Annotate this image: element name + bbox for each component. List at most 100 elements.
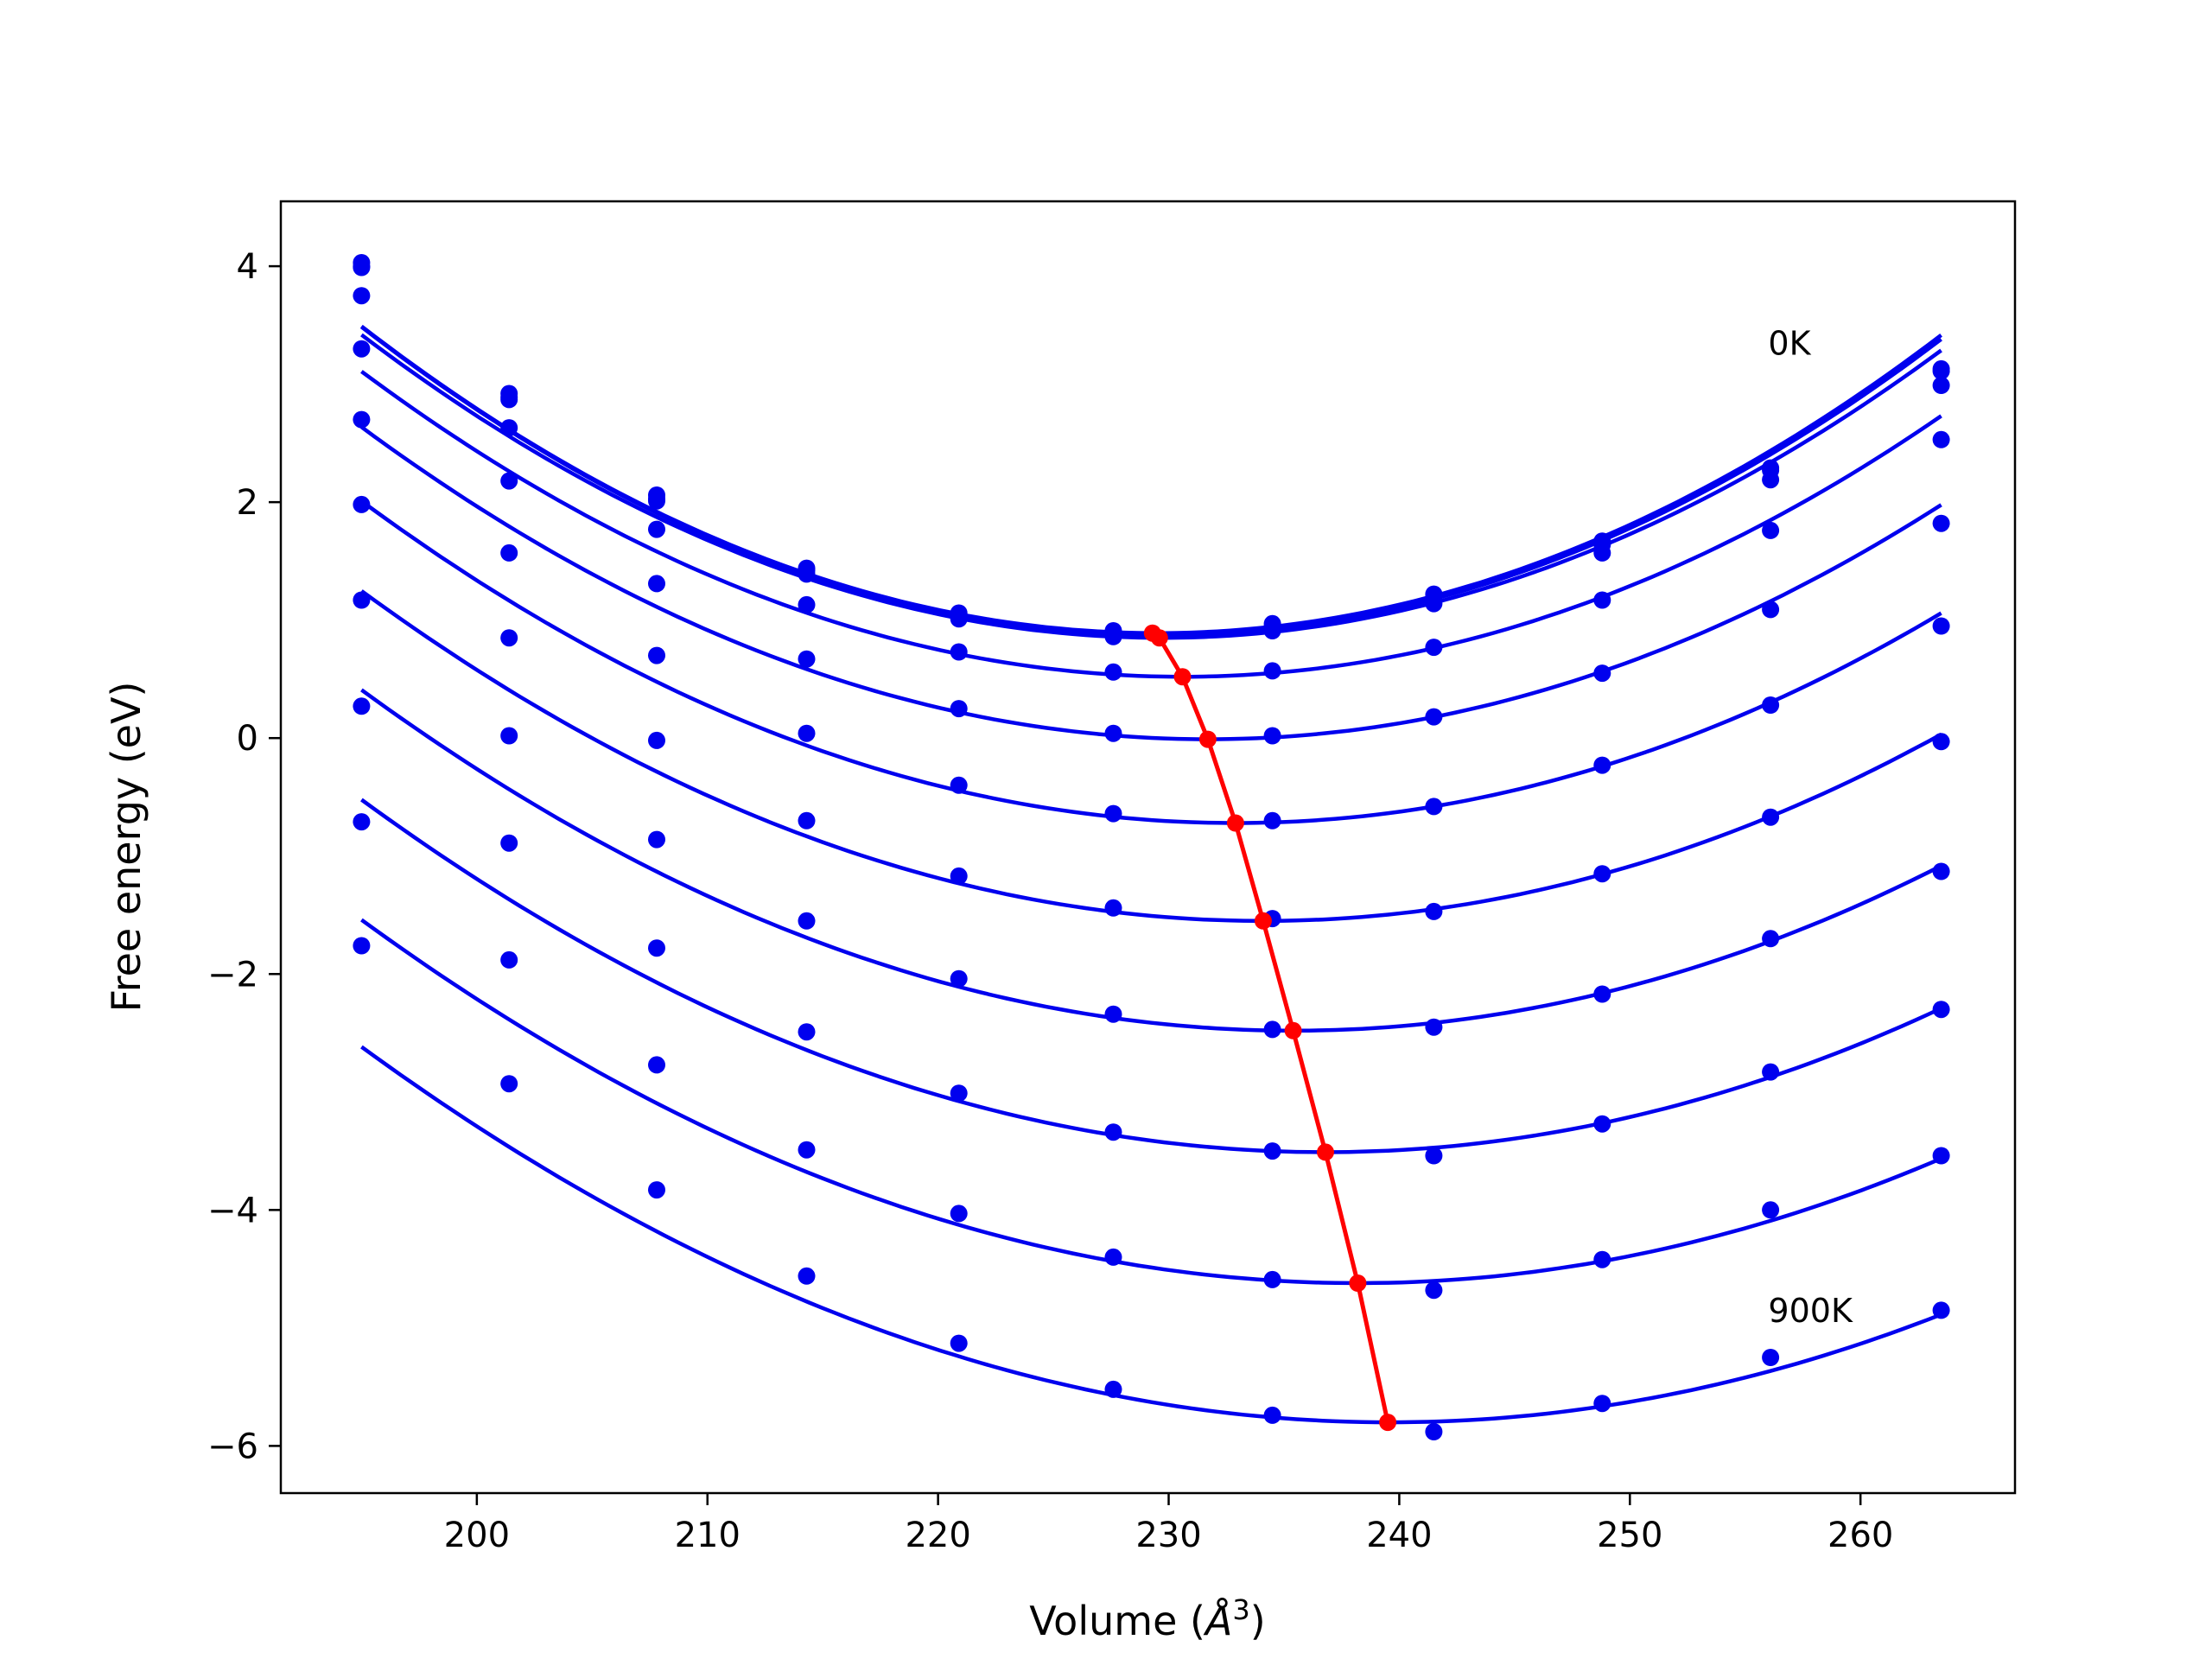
minimum-point xyxy=(1349,1274,1367,1292)
fit-curve-5 xyxy=(360,499,1942,825)
data-point xyxy=(1593,543,1611,562)
data-point xyxy=(1425,1281,1443,1300)
y-tick-label: 2 xyxy=(237,483,258,523)
y-tick-label: −6 xyxy=(207,1427,258,1466)
data-point xyxy=(1425,1423,1443,1440)
data-point xyxy=(353,258,371,276)
data-point xyxy=(648,520,665,538)
plot-frame xyxy=(279,200,2017,1495)
data-point xyxy=(500,629,518,647)
y-tick-label: −4 xyxy=(207,1191,258,1230)
data-point xyxy=(648,1056,665,1074)
data-point xyxy=(798,565,816,583)
data-point xyxy=(1425,1018,1443,1036)
data-point xyxy=(353,287,371,305)
temperature-annotation: 900K xyxy=(1768,1292,1853,1330)
data-point xyxy=(1263,1020,1281,1039)
curves-layer xyxy=(360,324,1942,1425)
data-point xyxy=(1593,664,1611,683)
data-point xyxy=(1762,471,1780,489)
data-point xyxy=(1593,1250,1611,1268)
data-point xyxy=(1932,514,1950,532)
y-axis-label: Free energy (eV) xyxy=(103,682,149,1013)
minimum-point xyxy=(1226,814,1244,832)
data-point xyxy=(1104,1123,1122,1141)
data-point xyxy=(950,776,968,794)
data-point xyxy=(1104,1380,1122,1398)
fit-curve-9 xyxy=(360,918,1942,1286)
y-tick-label: −2 xyxy=(207,955,258,995)
x-tick-label: 200 xyxy=(444,1516,510,1555)
data-point xyxy=(1104,724,1122,742)
data-point xyxy=(1263,1270,1281,1288)
x-tick-label: 230 xyxy=(1135,1516,1201,1555)
data-point xyxy=(1263,662,1281,680)
minimum-point xyxy=(1173,668,1192,686)
minima-layer xyxy=(1143,624,1397,1432)
data-point xyxy=(353,340,371,358)
fit-curve-8 xyxy=(360,798,1942,1154)
data-point xyxy=(500,950,518,969)
temperature-annotation: 0K xyxy=(1768,324,1811,362)
x-tick-label: 260 xyxy=(1827,1516,1893,1555)
data-point xyxy=(1593,756,1611,774)
data-point xyxy=(500,543,518,562)
data-point xyxy=(1263,1406,1281,1424)
data-point xyxy=(500,472,518,490)
data-point xyxy=(1932,1001,1950,1019)
data-point xyxy=(1762,1063,1780,1081)
data-point xyxy=(500,834,518,852)
x-axis-ticks: 200 210 220 230 240 250 260 xyxy=(444,1493,1893,1555)
data-point xyxy=(1263,727,1281,745)
data-point xyxy=(353,697,371,715)
data-point xyxy=(500,1075,518,1093)
data-point xyxy=(1932,362,1950,380)
data-point xyxy=(648,492,665,510)
data-point xyxy=(950,969,968,988)
minimum-point xyxy=(1284,1021,1302,1039)
x-tick-label: 220 xyxy=(905,1516,970,1555)
data-point xyxy=(950,1084,968,1103)
data-point xyxy=(798,724,816,742)
fit-curve-3 xyxy=(360,370,1942,679)
data-point xyxy=(1932,862,1950,880)
data-point xyxy=(1932,733,1950,751)
data-point xyxy=(950,643,968,661)
data-point xyxy=(1762,1201,1780,1219)
data-point xyxy=(500,419,518,437)
data-point xyxy=(353,591,371,609)
data-point xyxy=(1425,798,1443,816)
data-point xyxy=(798,912,816,930)
data-point xyxy=(1762,930,1780,948)
annotations-layer: 0K 900K xyxy=(1768,324,1853,1330)
data-point xyxy=(950,1205,968,1223)
data-point xyxy=(1425,639,1443,657)
data-point xyxy=(950,700,968,718)
fit-curve-4 xyxy=(360,425,1942,741)
data-point xyxy=(1263,811,1281,830)
y-tick-label: 0 xyxy=(237,719,258,759)
data-point xyxy=(1425,708,1443,726)
data-point xyxy=(648,939,665,957)
data-point xyxy=(353,410,371,429)
data-point xyxy=(950,1334,968,1352)
x-tick-label: 250 xyxy=(1597,1516,1662,1555)
data-point xyxy=(1104,1005,1122,1023)
data-point xyxy=(1425,1147,1443,1165)
data-point xyxy=(1593,1395,1611,1413)
data-point xyxy=(1104,804,1122,823)
data-point xyxy=(798,811,816,830)
data-point xyxy=(798,1267,816,1285)
data-point xyxy=(1762,1349,1780,1366)
data-point xyxy=(1593,1115,1611,1133)
minimum-line xyxy=(1151,631,1390,1423)
data-point xyxy=(1762,601,1780,619)
data-point xyxy=(1263,622,1281,639)
data-point xyxy=(1762,521,1780,539)
data-point xyxy=(648,1181,665,1199)
minimum-point xyxy=(1317,1143,1334,1161)
data-point xyxy=(500,727,518,745)
minimum-point xyxy=(1379,1414,1397,1432)
